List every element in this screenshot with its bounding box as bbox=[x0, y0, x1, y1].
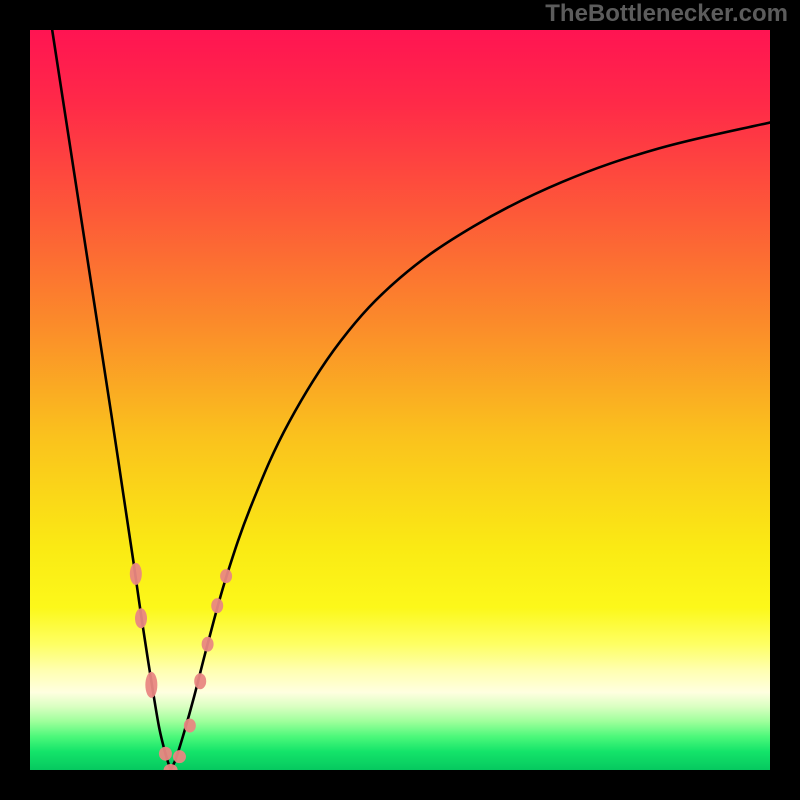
curve-left bbox=[52, 30, 170, 770]
watermark-text: TheBottlenecker.com bbox=[545, 0, 788, 28]
marker-point bbox=[135, 608, 147, 628]
marker-point bbox=[145, 672, 157, 698]
marker-point bbox=[202, 637, 214, 652]
marker-point bbox=[164, 764, 178, 770]
marker-point bbox=[194, 673, 206, 689]
marker-point bbox=[211, 598, 223, 613]
curve-right bbox=[171, 123, 770, 771]
curve-layer bbox=[30, 30, 770, 770]
marker-point bbox=[184, 719, 196, 733]
marker-point bbox=[173, 750, 186, 763]
plot-area bbox=[30, 30, 770, 770]
chart-root: TheBottlenecker.com bbox=[0, 0, 800, 800]
marker-point bbox=[220, 569, 232, 583]
marker-point bbox=[130, 563, 142, 585]
marker-point bbox=[159, 747, 172, 761]
